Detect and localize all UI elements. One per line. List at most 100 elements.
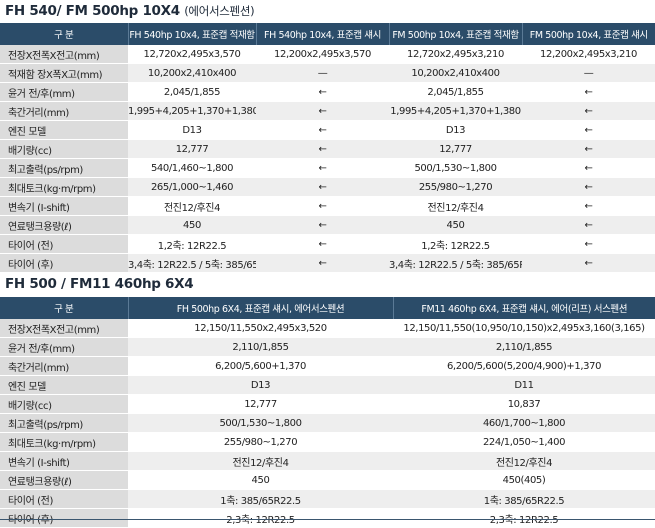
column-header-category: 구 분 [0, 23, 128, 45]
section2-title-main: FH 500 / FM11 460hp 6X4 [5, 276, 194, 292]
row-label: 연료탱크용량(ℓ) [0, 470, 128, 490]
table-cell: 540/1,460~1,800 [128, 158, 256, 178]
row-label: 타이어 (후) [0, 253, 128, 273]
table-cell: 224/1,050~1,400 [393, 432, 655, 452]
table-cell: 12,200x2,495x3,570 [256, 45, 389, 64]
row-label: 최고출력(ps/rpm) [0, 413, 128, 433]
column-header-4: FM 500hp 10x4, 표준캡 섀시 [521, 23, 655, 45]
table-cell: ← [522, 82, 655, 102]
column-header-category: 구 분 [0, 297, 128, 319]
row-label: 최대토크(kg·m/rpm) [0, 432, 128, 452]
table-header-row: 구 분 FH 500hp 6X4, 표준캡 섀시, 에어서스펜션 FM11 460h… [0, 297, 655, 319]
table-cell: ← [522, 139, 655, 159]
table-cell: ← [256, 234, 389, 254]
table-cell: 255/980~1,270 [128, 432, 393, 452]
table-row: 축간거리(mm) 6,200/5,600+1,370 6,200/5,600(5,2… [0, 356, 655, 376]
table-cell: 460/1,700~1,800 [393, 413, 655, 433]
table-cell: 12,720x2,495x3,210 [389, 45, 522, 64]
table-cell: — [522, 63, 655, 83]
table-cell: ← [522, 101, 655, 121]
table-cell: 500/1,530~1,800 [128, 413, 393, 433]
row-label: 배기량(cc) [0, 139, 128, 159]
table-cell: ← [256, 158, 389, 178]
spec-table-6x4: 구 분 FH 500hp 6X4, 표준캡 섀시, 에어서스펜션 FM11 460h… [0, 297, 655, 528]
table-cell: D13 [128, 120, 256, 140]
table-cell: 450 [128, 215, 256, 235]
row-label: 최대토크(kg·m/rpm) [0, 177, 128, 197]
table-cell: ← [522, 215, 655, 235]
table-cell: D13 [128, 375, 393, 395]
table-cell: ← [256, 177, 389, 197]
column-header-2: FH 540hp 10x4, 표준캡 섀시 [255, 23, 389, 45]
row-label: 엔진 모델 [0, 375, 128, 395]
table-cell: 1,995+4,205+1,370+1,380 [128, 101, 256, 121]
row-label: 연료탱크용량(ℓ) [0, 215, 128, 235]
table-row: 엔진 모델 D13 D11 [0, 375, 655, 395]
table-cell: ← [256, 82, 389, 102]
table-cell: 450 [128, 470, 393, 490]
table-row: 최고출력(ps/rpm) 500/1,530~1,800 460/1,700~1,8… [0, 413, 655, 433]
row-label: 윤거 전/후(mm) [0, 337, 128, 357]
spec-table-10x4: 구 분 FH 540hp 10x4, 표준캡 적재함 FH 540hp 10x4, … [0, 23, 655, 273]
table-row: 변속기 (I-shift) 전진12/후진4 전진12/후진4 [0, 451, 655, 471]
table-cell: D11 [393, 375, 655, 395]
table-row: 적재함 장X폭X고(mm) 10,200x2,410x400—10,200x2,4… [0, 63, 655, 83]
row-label: 타이어 (전) [0, 234, 128, 254]
row-label: 최고출력(ps/rpm) [0, 158, 128, 178]
table-cell: 2,045/1,855 [389, 82, 522, 102]
row-label: 축간거리(mm) [0, 356, 128, 376]
section1-title: FH 540/ FM 500hp 10X4 (에어서스펜션) [5, 3, 255, 19]
column-header-2: FM11 460hp 6X4, 표준캡 섀시, 에어(리프) 서스펜션 [392, 297, 655, 319]
table-cell: 10,837 [393, 394, 655, 414]
table-cell: 12,200x2,495x3,210 [522, 45, 655, 64]
table-row: 윤거 전/후(mm) 2,110/1,855 2,110/1,855 [0, 337, 655, 357]
table-row: 타이어 (후) 2,3축: 12R22.5 2,3축: 12R22.5 [0, 508, 655, 528]
row-label: 타이어 (전) [0, 489, 128, 509]
table-cell: ← [256, 120, 389, 140]
column-header-1: FH 540hp 10x4, 표준캡 적재함 [127, 23, 256, 45]
table-cell: 500/1,530~1,800 [389, 158, 522, 178]
table-row: 엔진 모델 D13 ← D13 ← [0, 120, 655, 140]
table-cell: 전진12/후진4 [128, 451, 393, 471]
table-row: 변속기 (I-shift) 전진12/후진4 ← 전진12/후진4 ← [0, 196, 655, 216]
table-cell: ← [522, 177, 655, 197]
table-row: 타이어 (전) 1축: 385/65R22.5 1축: 385/65R22.5 [0, 489, 655, 509]
table-row: 타이어 (후)3,4축: 12R22.5 / 5축: 385/65R22.5←3… [0, 253, 655, 273]
table-cell: — [256, 63, 389, 83]
table-row: 최고출력(ps/rpm) 540/1,460~1,800 ← 500/1,530~1,… [0, 158, 655, 178]
table-cell: D13 [389, 120, 522, 140]
row-label: 적재함 장X폭X고(mm) [0, 63, 128, 83]
table-cell: 450 [389, 215, 522, 235]
table-cell: 1,995+4,205+1,370+1,380 [389, 101, 522, 121]
table-row: 전장X전폭X전고(mm) 12,150/11,550x2,495x3,520 12,… [0, 319, 655, 338]
column-header-1: FH 500hp 6X4, 표준캡 섀시, 에어서스펜션 [127, 297, 393, 319]
section2-title: FH 500 / FM11 460hp 6X4 [5, 276, 194, 292]
table-cell: ← [522, 158, 655, 178]
row-label: 엔진 모델 [0, 120, 128, 140]
table-header-row: 구 분 FH 540hp 10x4, 표준캡 적재함 FH 540hp 10x4, … [0, 23, 655, 45]
row-label: 타이어 (후) [0, 508, 128, 528]
table-cell: 6,200/5,600(5,200/4,900)+1,370 [393, 356, 655, 376]
row-label: 축간거리(mm) [0, 101, 128, 121]
table-cell: 12,777 [389, 139, 522, 159]
table-cell: 3,4축: 12R22.5 / 5축: 385/65R22.5 [389, 253, 522, 273]
table-cell: 2,110/1,855 [128, 337, 393, 357]
table-cell: 265/1,000~1,460 [128, 177, 256, 197]
table-cell: 1,2축: 12R22.5 [128, 234, 256, 254]
table-row: 연료탱크용량(ℓ) 450 ← 450 ← [0, 215, 655, 235]
table-row: 배기량(cc) 12,777 ← 12,777 ← [0, 139, 655, 159]
row-label: 윤거 전/후(mm) [0, 82, 128, 102]
table-cell: 255/980~1,270 [389, 177, 522, 197]
section1-title-sub: (에어서스펜션) [184, 4, 255, 18]
table-cell: 1축: 385/65R22.5 [128, 489, 393, 509]
table-cell: 1축: 385/65R22.5 [393, 489, 655, 509]
table-row: 축간거리(mm) 1,995+4,205+1,370+1,380 ← 1,995+4,… [0, 101, 655, 121]
table-cell: 2,3축: 12R22.5 [128, 508, 393, 528]
table-cell: 12,150/11,550(10,950/10,150)x2,495x3,160… [393, 319, 655, 338]
section1-title-main: FH 540/ FM 500hp 10X4 [5, 3, 180, 19]
table-cell: 10,200x2,410x400 [128, 63, 256, 83]
row-label: 변속기 (I-shift) [0, 196, 128, 216]
table-cell: ← [256, 101, 389, 121]
table-row: 전장X전폭X전고(mm) 12,720x2,495x3,570 12,200x2,4… [0, 45, 655, 64]
row-label: 전장X전폭X전고(mm) [0, 45, 128, 64]
